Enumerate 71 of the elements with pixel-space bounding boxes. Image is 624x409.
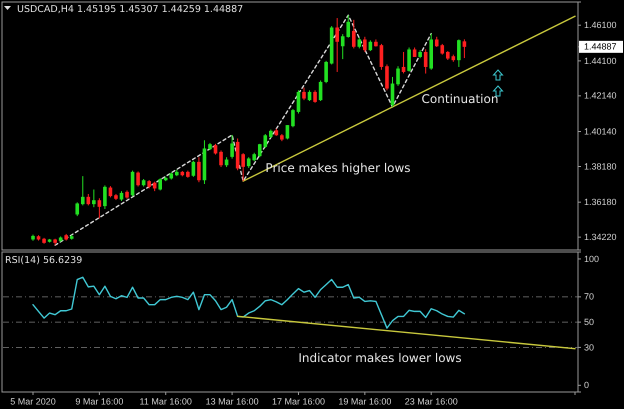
y-tick-label: 1.34220 <box>584 232 617 242</box>
candlestick <box>385 64 389 91</box>
y-tick-label: 50 <box>584 317 594 328</box>
candlestick <box>457 38 461 68</box>
candlestick <box>130 170 134 197</box>
y-tick-label: 1.44887 <box>584 42 617 52</box>
candlestick <box>380 43 384 70</box>
y-tick-label: 1.42140 <box>584 90 617 101</box>
y-tick-label: 30 <box>584 342 594 352</box>
candlestick <box>412 46 416 58</box>
candlestick <box>152 181 156 192</box>
candlestick <box>136 170 140 187</box>
candlestick <box>258 143 262 158</box>
candlestick <box>308 90 312 102</box>
candlestick <box>263 134 268 148</box>
annotation: Price makes higher lows <box>265 161 411 175</box>
candlestick <box>80 176 85 206</box>
candlestick <box>224 156 228 168</box>
chart-title: USDCAD,H4 1.45195 1.45307 1.44259 1.44887 <box>17 4 244 15</box>
annotation: Indicator makes lower lows <box>298 351 462 365</box>
x-tick-label: 11 Mar 16:00 <box>140 396 192 406</box>
y-tick-label: 1.40140 <box>584 126 617 136</box>
y-tick-label: 1.38180 <box>584 161 617 172</box>
candlestick <box>313 90 317 104</box>
x-tick-label: 19 Mar 16:00 <box>338 396 392 406</box>
candlestick <box>424 48 428 74</box>
x-tick-label: 17 Mar 16:00 <box>272 396 325 406</box>
x-tick-label: 9 Mar 16:00 <box>75 396 124 406</box>
x-tick-label: 23 Mar 16:00 <box>404 396 458 406</box>
line-series <box>32 276 466 329</box>
candlestick <box>286 124 290 140</box>
candlestick <box>291 108 295 128</box>
candlestick <box>296 90 300 114</box>
candlestick <box>324 60 328 84</box>
candlestick <box>103 184 107 210</box>
candlestick <box>407 46 411 72</box>
candlestick <box>440 43 444 56</box>
candlestick <box>302 87 306 101</box>
candlestick <box>346 14 350 38</box>
candlestick <box>462 38 466 59</box>
candlestick <box>192 160 196 178</box>
x-tick-label: 5 Mar 2020 <box>10 396 56 406</box>
candlestick <box>352 19 356 49</box>
candlestick <box>86 193 90 206</box>
candlestick <box>434 36 439 48</box>
candlestick <box>108 186 112 198</box>
candlestick <box>241 152 245 182</box>
y-tick-label: 1.46100 <box>584 20 617 30</box>
annotation: Continuation <box>422 92 498 106</box>
candlestick <box>98 198 102 219</box>
candlestick <box>158 178 162 191</box>
candlestick <box>92 189 96 208</box>
candlestick <box>358 37 362 49</box>
chart-title: RSI(14) 56.6239 <box>5 255 82 266</box>
candlestick <box>368 40 372 52</box>
candlestick <box>335 18 339 72</box>
y-tick-label: 70 <box>584 292 594 302</box>
candlestick <box>363 36 367 52</box>
candlestick <box>340 34 345 60</box>
candlestick <box>230 134 234 160</box>
y-tick-label: 1.36180 <box>584 197 617 208</box>
y-tick-label: 100 <box>584 254 600 264</box>
candlestick <box>120 190 124 202</box>
y-tick-label: 0 <box>584 380 590 390</box>
x-tick-label: 13 Mar 16:00 <box>206 396 259 406</box>
candlestick <box>246 156 250 168</box>
candlestick <box>197 156 201 183</box>
y-tick-label: 1.44100 <box>584 56 617 66</box>
candlestick <box>75 202 80 217</box>
candlestick <box>318 80 322 102</box>
candlestick <box>402 51 406 74</box>
